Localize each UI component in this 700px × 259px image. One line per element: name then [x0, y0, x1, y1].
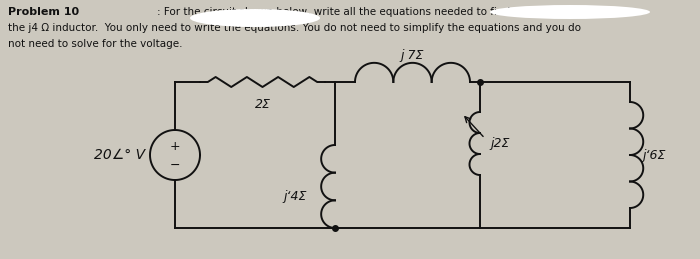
Text: 20∠° V: 20∠° V [94, 148, 146, 162]
Text: Problem 10: Problem 10 [8, 7, 79, 17]
Text: j 7Σ: j 7Σ [401, 49, 424, 62]
Text: the j4 Ω inductor.  You only need to write the equations. You do not need to sim: the j4 Ω inductor. You only need to writ… [8, 23, 581, 33]
Ellipse shape [190, 9, 320, 27]
Text: +: + [169, 140, 181, 154]
Text: j‘4Σ: j‘4Σ [284, 190, 307, 203]
Text: not need to solve for the voltage.: not need to solve for the voltage. [8, 39, 183, 49]
Ellipse shape [490, 5, 650, 19]
Text: 2Σ: 2Σ [255, 98, 270, 111]
Text: j2Σ: j2Σ [490, 137, 510, 150]
Text: : For the circuit shown below, write all the equations needed to find the voltag: : For the circuit shown below, write all… [157, 7, 610, 17]
Text: −: − [169, 159, 181, 171]
Text: j‘6Σ: j‘6Σ [642, 148, 666, 162]
